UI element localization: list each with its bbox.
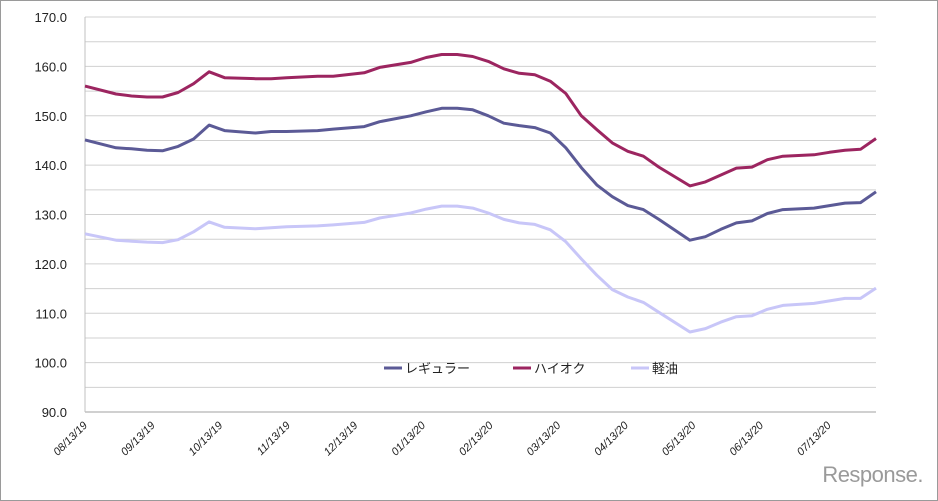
x-tick-label: 05/13/20 (660, 419, 699, 458)
x-tick-label: 08/13/19 (51, 420, 90, 459)
x-tick-label: 10/13/19 (187, 420, 226, 459)
x-tick-label: 07/13/20 (795, 419, 834, 458)
y-tick-label: 140.0 (34, 158, 67, 173)
x-tick-label: 12/13/19 (322, 420, 361, 459)
y-tick-label: 170.0 (34, 10, 67, 25)
series-line-2 (84, 204, 877, 334)
x-tick-label: 06/13/20 (727, 419, 766, 458)
x-tick-label: 01/13/20 (389, 419, 428, 458)
y-tick-label: 90.0 (42, 405, 67, 420)
legend-label: 軽油 (652, 361, 678, 376)
legend-label: ハイオク (534, 361, 585, 376)
legend-label: レギュラー (405, 361, 470, 376)
x-tick-label: 04/13/20 (592, 419, 631, 458)
x-tick-label: 02/13/20 (457, 419, 496, 458)
x-tick-label: 11/13/19 (255, 420, 293, 458)
response-logo: Response. (822, 462, 923, 487)
series-line-1 (84, 53, 877, 188)
y-tick-label: 100.0 (34, 356, 67, 371)
x-tick-label: 09/13/19 (119, 420, 158, 459)
y-tick-label: 160.0 (34, 59, 67, 74)
x-tick-label: 03/13/20 (525, 419, 564, 458)
y-tick-label: 130.0 (34, 208, 67, 223)
series-line-0 (84, 106, 877, 242)
y-tick-label: 120.0 (34, 257, 67, 272)
y-tick-label: 150.0 (34, 109, 67, 124)
y-tick-label: 110.0 (35, 306, 67, 321)
